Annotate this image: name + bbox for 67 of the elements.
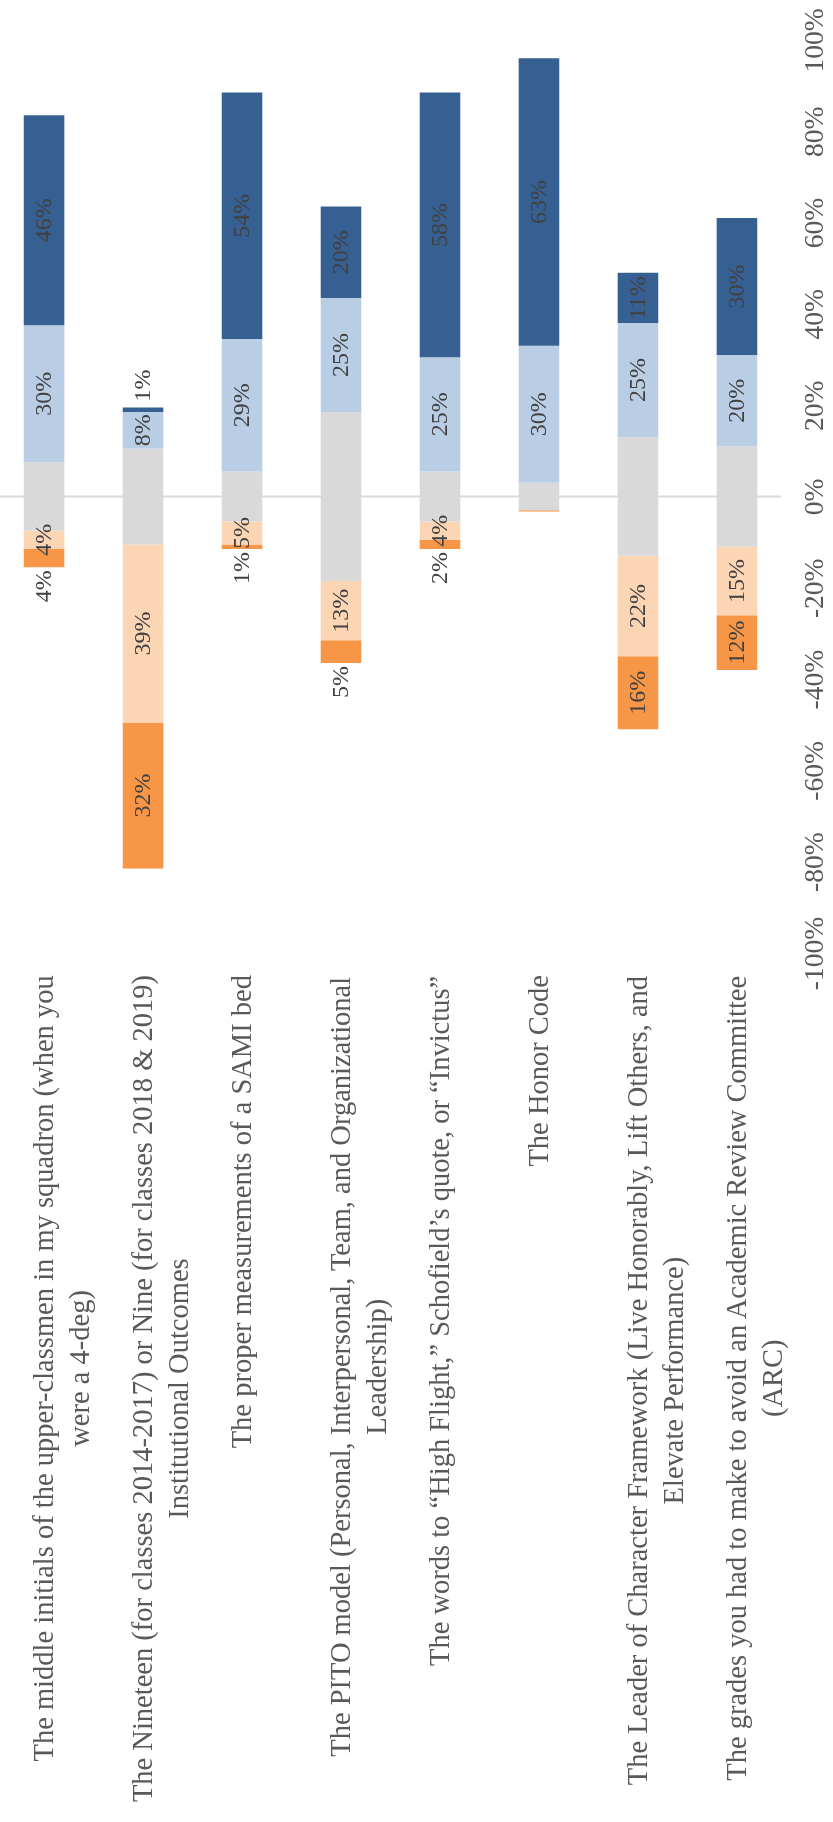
- data-label: 30%: [722, 264, 749, 309]
- y-tick-label: 0%: [797, 478, 829, 516]
- bar: [23, 325, 65, 463]
- bar: [320, 640, 362, 664]
- bar: [221, 339, 263, 472]
- data-label: 63%: [524, 180, 551, 225]
- data-label: 20%: [722, 378, 749, 423]
- bar: [320, 297, 362, 413]
- bar: [419, 92, 461, 358]
- data-label: 58%: [425, 202, 452, 247]
- bar: [221, 92, 263, 340]
- data-label: 4%: [30, 523, 57, 556]
- bar: [122, 722, 164, 869]
- data-label: 29%: [228, 383, 255, 428]
- data-label: 25%: [425, 392, 452, 437]
- x-tick-label: The Honor Code: [522, 975, 554, 1167]
- y-tick-label: -100%: [797, 916, 829, 991]
- y-tick-label: -80%: [797, 832, 829, 892]
- x-tick-label: The grades you had to make to avoid an Academic Review Committee (ARC): [720, 975, 789, 1781]
- bar: [122, 407, 164, 413]
- x-tick-label: The proper measurements of a SAMI bed: [226, 975, 258, 1449]
- data-label: 46%: [30, 198, 57, 243]
- data-label: 25%: [327, 332, 354, 377]
- data-label: 4%: [30, 570, 57, 603]
- bar: [518, 345, 560, 483]
- data-label: 8%: [129, 414, 156, 447]
- x-tick-label: The Leader of Character Framework (Live Honorably, Lift Others, and Elevate Performance): [621, 975, 690, 1786]
- data-label: 54%: [228, 193, 255, 238]
- x-tick-label: The PITO model (Personal, Interpersonal, Team, and Organizational Leadership): [325, 976, 394, 1757]
- data-label: 1%: [129, 369, 156, 402]
- data-label: 39%: [129, 611, 156, 656]
- data-label: 1%: [228, 552, 255, 584]
- data-label: 2%: [425, 552, 452, 584]
- y-tick-label: 80%: [797, 106, 829, 158]
- x-tick-label: The Nineteen (for classes 2014-2017) or Nine (for classes 2018 & 2019) Institutional Outcomes: [127, 975, 195, 1803]
- data-label: 25%: [623, 358, 650, 403]
- bar: [419, 357, 461, 472]
- bar: [320, 206, 362, 298]
- data-label: 15%: [722, 558, 749, 603]
- x-tick-label: The middle initials of the upper-classmen in my squadron (when you were a 4-deg): [28, 975, 97, 1762]
- data-label: 16%: [623, 670, 650, 715]
- bar: [518, 58, 560, 346]
- data-label: 32%: [129, 773, 156, 818]
- y-tick-label: 40%: [797, 289, 829, 340]
- data-label: 20%: [327, 230, 354, 275]
- data-label: 30%: [524, 392, 551, 437]
- bar: [23, 115, 65, 326]
- data-label: 12%: [722, 620, 749, 665]
- y-tick-label: 60%: [797, 197, 829, 249]
- data-label: 4%: [425, 514, 452, 547]
- data-label: 5%: [327, 666, 354, 699]
- bar: [716, 218, 758, 355]
- x-tick-label: The words to “High Flight,” Schofield’s quote, or “Invictus”: [423, 975, 455, 1667]
- bar: [716, 354, 758, 447]
- bar: [617, 323, 659, 438]
- y-tick-label: -20%: [797, 558, 829, 619]
- data-label: 30%: [30, 371, 57, 416]
- data-label: 5%: [228, 517, 255, 550]
- y-tick-label: -60%: [797, 741, 829, 801]
- data-label: 11%: [623, 276, 650, 320]
- data-label: 13%: [327, 588, 354, 633]
- y-tick-label: -40%: [797, 649, 829, 710]
- bar: [617, 555, 659, 657]
- y-tick-label: 20%: [797, 380, 829, 431]
- bar: [122, 544, 164, 723]
- y-tick-label: 100%: [797, 8, 829, 73]
- data-label: 22%: [623, 584, 650, 629]
